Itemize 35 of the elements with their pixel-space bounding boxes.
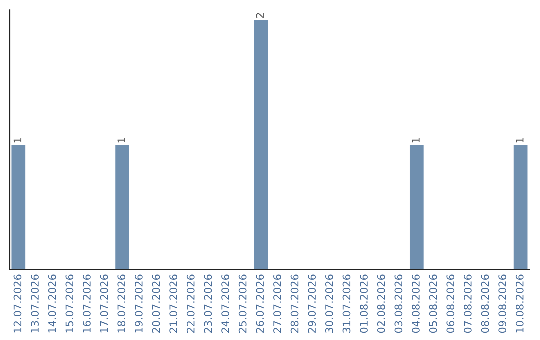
data-label: 1 bbox=[118, 138, 126, 143]
x-tick-label: 30.07.2026 bbox=[325, 274, 334, 333]
x-tick-label: 23.07.2026 bbox=[204, 274, 212, 334]
x-tick-label: 12.07.2026 bbox=[14, 274, 22, 333]
x-tick-label: 09.08.2026 bbox=[498, 274, 507, 334]
x-tick-label: 22.07.2026 bbox=[186, 274, 195, 334]
data-label: 2 bbox=[256, 13, 264, 18]
x-tick-label: 27.07.2026 bbox=[274, 274, 282, 334]
x-tick-label: 06.08.2026 bbox=[446, 274, 455, 334]
data-label: 1 bbox=[14, 138, 22, 143]
x-tick-label: 01.08.2026 bbox=[360, 274, 368, 334]
x-tick-label: 25.07.2026 bbox=[238, 274, 247, 334]
x-tick-label: 18.07.2026 bbox=[118, 274, 126, 333]
x-tick-label: 19.07.2026 bbox=[135, 274, 143, 333]
x-tick-label: 21.07.2026 bbox=[170, 274, 178, 334]
x-tick-label: 29.07.2026 bbox=[308, 274, 316, 334]
x-tick-label: 07.08.2026 bbox=[464, 274, 472, 334]
x-tick-label: 14.07.2026 bbox=[48, 274, 56, 333]
x-tick-label: 10.08.2026 bbox=[516, 274, 524, 333]
data-label: 1 bbox=[516, 138, 524, 143]
x-tick-label: 05.08.2026 bbox=[429, 274, 438, 334]
x-tick-label: 03.08.2026 bbox=[394, 274, 403, 334]
x-tick-label: 17.07.2026 bbox=[100, 274, 108, 333]
x-tick-label: 26.07.2026 bbox=[256, 274, 264, 334]
x-tick-label: 24.07.2026 bbox=[222, 274, 230, 334]
x-tick-label: 28.07.2026 bbox=[290, 274, 299, 334]
x-tick-label: 08.08.2026 bbox=[481, 274, 490, 334]
x-tick-label: 31.07.2026 bbox=[342, 274, 351, 333]
x-tick-label: 04.08.2026 bbox=[412, 274, 420, 334]
x-tick-label: 20.07.2026 bbox=[152, 274, 160, 334]
data-label: 1 bbox=[412, 138, 420, 143]
x-tick-label: 13.07.2026 bbox=[31, 274, 39, 333]
x-tick-label: 15.07.2026 bbox=[66, 274, 74, 333]
x-tick-label: 16.07.2026 bbox=[83, 274, 91, 333]
x-tick-label: 02.08.2026 bbox=[377, 274, 386, 334]
